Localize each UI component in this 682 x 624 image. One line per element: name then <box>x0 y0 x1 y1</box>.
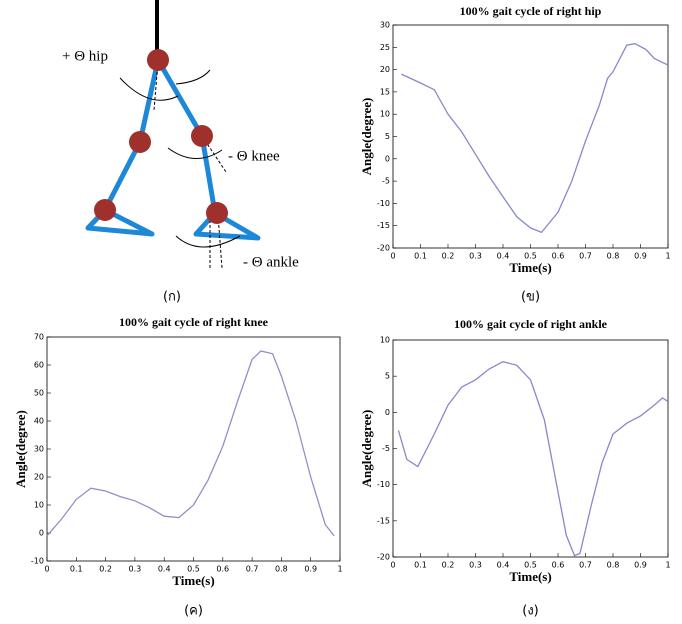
x-tick-label: 0.5 <box>524 252 537 261</box>
plot-frame <box>392 339 669 558</box>
x-tick-label: 0 <box>44 565 49 574</box>
y-tick-label: 5 <box>385 132 390 141</box>
y-axis-label: Angle(degree) <box>13 410 28 488</box>
x-tick-label: 0.3 <box>469 252 482 261</box>
x-tick-label: 0.5 <box>187 565 200 574</box>
x-tick-label: 0.1 <box>414 561 427 570</box>
y-tick-label: -10 <box>31 557 44 566</box>
y-tick-label: -20 <box>377 553 390 562</box>
y-tick-label: 40 <box>34 417 44 426</box>
y-tick-label: 70 <box>34 333 44 342</box>
data-line <box>46 350 335 537</box>
chart-title: 100% gait cycle of right knee <box>119 315 269 329</box>
x-tick-label: 0.9 <box>634 252 647 261</box>
x-tick-label: 0.4 <box>497 252 510 261</box>
caption: (ข) <box>521 290 540 305</box>
y-tick-label: 0 <box>385 154 390 163</box>
y-tick-label: 20 <box>380 65 390 74</box>
x-tick-label: 0.8 <box>607 561 620 570</box>
x-axis-label: Time(s) <box>509 569 551 584</box>
x-tick-label: 0.6 <box>552 561 565 570</box>
y-tick-label: -5 <box>382 444 390 453</box>
y-tick-label: 25 <box>380 43 390 52</box>
x-tick-label: 0.7 <box>579 252 592 261</box>
data-line <box>401 43 669 234</box>
x-tick-label: 0.7 <box>579 561 592 570</box>
caption: (ก) <box>163 290 181 305</box>
chart-title: 100% gait cycle of right ankle <box>454 317 608 331</box>
y-tick-label: -10 <box>377 199 390 208</box>
y-tick-label: 20 <box>34 473 44 482</box>
y-tick-label: 15 <box>380 87 390 96</box>
x-tick-label: 0.8 <box>275 565 288 574</box>
x-tick-label: 1 <box>665 252 670 261</box>
y-tick-label: 60 <box>34 361 44 370</box>
y-tick-label: 0 <box>385 408 390 417</box>
chart-title: 100% gait cycle of right hip <box>460 4 602 18</box>
y-tick-label: 5 <box>385 372 390 381</box>
x-tick-label: 0.2 <box>442 252 455 261</box>
x-tick-label: 0.6 <box>552 252 565 261</box>
y-axis-label: Angle(degree) <box>359 98 374 176</box>
x-tick-label: 0.8 <box>607 252 620 261</box>
x-tick-label: 0.9 <box>634 561 647 570</box>
x-tick-label: 0.4 <box>497 561 510 570</box>
y-tick-label: -20 <box>377 244 390 253</box>
y-tick-label: -10 <box>377 480 390 489</box>
y-tick-label: -15 <box>377 221 390 230</box>
y-tick-label: 30 <box>380 21 390 30</box>
x-tick-label: 0.2 <box>99 565 112 574</box>
plot-frame <box>46 336 341 562</box>
data-line <box>397 361 669 557</box>
caption: (ค) <box>184 604 203 619</box>
y-tick-label: 10 <box>34 501 44 510</box>
x-tick-label: 0.1 <box>414 252 427 261</box>
leg-diagram: + Θ hip - Θ knee - Θ ankle (ก) <box>62 0 299 305</box>
caption: (ง) <box>522 604 539 619</box>
x-axis-label: Time(s) <box>172 573 214 588</box>
x-tick-label: 1 <box>665 561 670 570</box>
y-tick-label: -15 <box>377 516 390 525</box>
x-tick-label: 0.4 <box>158 565 171 574</box>
y-tick-label: -5 <box>382 177 390 186</box>
x-tick-label: 0.6 <box>216 565 229 574</box>
hip-label: + Θ hip <box>62 48 108 64</box>
y-tick-label: 30 <box>34 445 44 454</box>
y-tick-label: 0 <box>39 529 44 538</box>
x-tick-label: 0 <box>390 252 395 261</box>
x-tick-label: 0.3 <box>469 561 482 570</box>
x-tick-label: 0 <box>390 561 395 570</box>
x-axis-label: Time(s) <box>509 260 551 275</box>
x-tick-label: 0.1 <box>70 565 83 574</box>
y-axis-label: Angle(degree) <box>359 410 374 488</box>
x-tick-label: 0.9 <box>304 565 317 574</box>
y-tick-label: 50 <box>34 389 44 398</box>
x-tick-label: 0.7 <box>246 565 259 574</box>
y-tick-label: 10 <box>380 336 390 345</box>
ankle-label: - Θ ankle <box>243 254 299 270</box>
x-tick-label: 0.5 <box>524 561 537 570</box>
plot-frame <box>392 24 669 249</box>
x-tick-label: 0.2 <box>442 561 455 570</box>
knee-label: - Θ knee <box>228 148 280 164</box>
y-tick-label: 10 <box>380 110 390 119</box>
x-tick-label: 0.3 <box>129 565 142 574</box>
x-tick-label: 1 <box>337 565 342 574</box>
